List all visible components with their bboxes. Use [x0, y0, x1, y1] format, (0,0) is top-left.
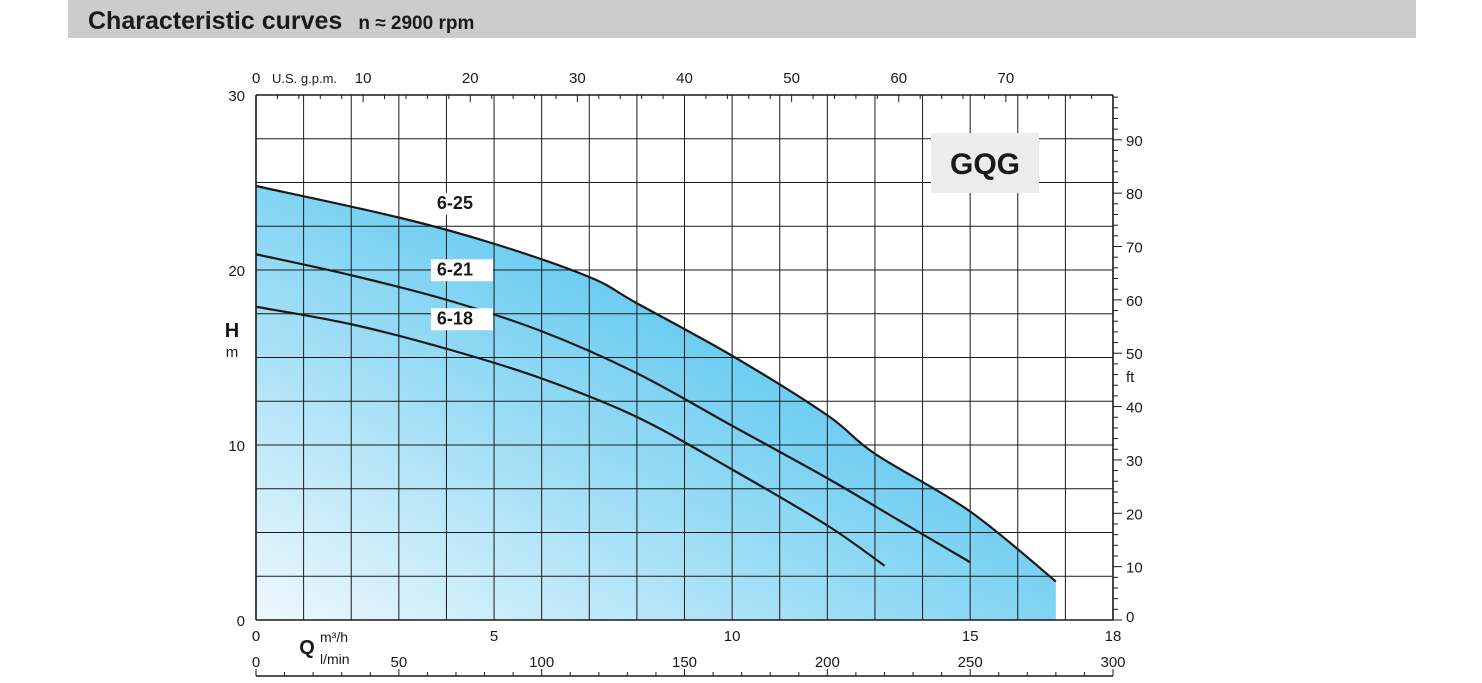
ft-tick-label: 70 — [1126, 240, 1143, 257]
speed-label: n ≈ 2900 rpm — [358, 13, 475, 34]
x-tick-label: 0 — [252, 628, 260, 645]
x-tick-label: 18 — [1105, 628, 1122, 645]
y-axis-unit: m — [226, 344, 239, 361]
x-axis-label: Q — [299, 637, 315, 659]
title-text: Characteristic curves — [88, 7, 343, 35]
ft-tick-label: 30 — [1126, 453, 1143, 470]
lmin-tick-label: 0 — [252, 654, 260, 671]
gpm-tick-label: 20 — [462, 70, 479, 87]
lmin-tick-label: 200 — [815, 654, 840, 671]
curve-6-18 — [255, 305, 886, 567]
y-tick-label: 30 — [228, 88, 245, 105]
curve-label-bg — [430, 192, 493, 215]
x-tick-label: 10 — [724, 628, 741, 645]
operating-area-fill — [256, 186, 1056, 620]
ft-tick-label: 0 — [1126, 609, 1134, 626]
ft-axis-unit: ft — [1126, 369, 1135, 386]
ft-tick-label: 10 — [1126, 560, 1143, 577]
ft-tick-label: 20 — [1126, 506, 1143, 523]
curve-label: 6-21 — [437, 259, 473, 279]
page-title: Characteristic curves n ≈ 2900 rpm — [88, 7, 474, 36]
lmin-tick-label: 50 — [390, 654, 407, 671]
gpm-tick-label: 30 — [569, 70, 586, 87]
gpm-tick-label: 50 — [783, 70, 800, 87]
ft-tick-label: 60 — [1126, 293, 1143, 310]
lmin-tick-label: 250 — [958, 654, 983, 671]
x-unit-m3h: m³/h — [320, 629, 348, 645]
curve-label: 6-25 — [437, 193, 473, 213]
ft-tick-label: 50 — [1126, 346, 1143, 363]
lmin-tick-label: 150 — [672, 654, 697, 671]
model-badge-bg — [931, 133, 1039, 193]
gpm-tick-label: 40 — [676, 70, 693, 87]
curve-label: 6-18 — [437, 308, 473, 328]
x-tick-label: 5 — [490, 628, 498, 645]
lmin-tick-label: 300 — [1100, 654, 1125, 671]
curve-6-21 — [255, 253, 971, 564]
curve-label-bg — [430, 308, 493, 331]
gpm-tick-label: 0 — [252, 70, 260, 87]
ft-tick-label: 40 — [1126, 400, 1143, 417]
gpm-tick-label: 60 — [890, 70, 907, 87]
model-badge: GQG — [950, 148, 1020, 181]
lmin-tick-label: 100 — [529, 654, 554, 671]
header-bar: Characteristic curves n ≈ 2900 rpm — [68, 0, 1416, 38]
gpm-tick-label: 10 — [355, 70, 372, 87]
y-tick-label: 20 — [228, 263, 245, 280]
y-axis-label: H — [225, 320, 239, 342]
ft-tick-label: 90 — [1126, 133, 1143, 150]
y-tick-label: 10 — [228, 438, 245, 455]
x-unit-lmin: l/min — [320, 651, 350, 667]
gpm-unit: U.S. g.p.m. — [272, 71, 337, 86]
curve-6-25 — [255, 184, 1057, 583]
y-tick-label: 0 — [237, 613, 245, 630]
ft-tick-label: 80 — [1126, 186, 1143, 203]
x-tick-label: 15 — [962, 628, 979, 645]
curve-label-bg — [430, 259, 493, 282]
gpm-tick-label: 70 — [998, 70, 1015, 87]
